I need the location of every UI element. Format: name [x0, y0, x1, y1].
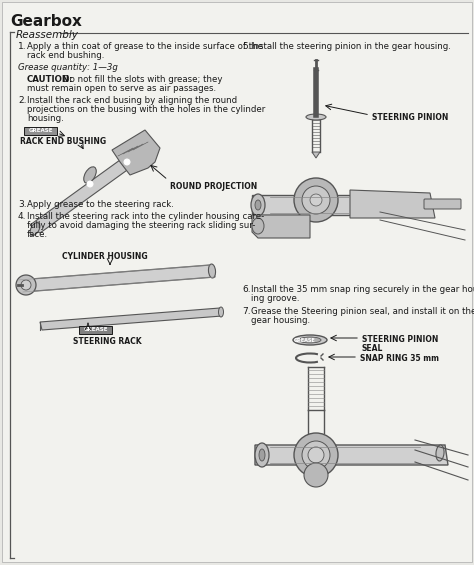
- Text: 3.: 3.: [18, 200, 27, 209]
- Text: Install the steering pinion in the gear housing.: Install the steering pinion in the gear …: [251, 42, 451, 51]
- Text: Grease quantity: 1—3g: Grease quantity: 1—3g: [18, 63, 118, 72]
- Text: gear housing.: gear housing.: [251, 316, 310, 325]
- Text: STEERING PINION: STEERING PINION: [372, 113, 448, 122]
- Text: 5.: 5.: [242, 42, 251, 51]
- Circle shape: [16, 275, 36, 295]
- Ellipse shape: [251, 194, 265, 216]
- Ellipse shape: [306, 114, 326, 120]
- Text: projections on the busing with the holes in the cylinder: projections on the busing with the holes…: [27, 105, 265, 114]
- Ellipse shape: [255, 200, 261, 210]
- Ellipse shape: [299, 337, 321, 343]
- Polygon shape: [40, 308, 222, 330]
- Polygon shape: [112, 130, 160, 175]
- Ellipse shape: [255, 443, 269, 467]
- Text: Reassembly: Reassembly: [16, 30, 79, 40]
- Text: 2.: 2.: [18, 96, 27, 105]
- Text: 4.: 4.: [18, 212, 27, 221]
- Text: fully to avoid damaging the steering rack sliding sur-: fully to avoid damaging the steering rac…: [27, 221, 255, 230]
- Text: 1.: 1.: [18, 42, 27, 51]
- Text: Install the 35 mm snap ring securely in the gear hous-: Install the 35 mm snap ring securely in …: [251, 285, 474, 294]
- Text: GREASE: GREASE: [294, 337, 316, 342]
- Text: Do not fill the slots with grease; they: Do not fill the slots with grease; they: [63, 75, 222, 84]
- Ellipse shape: [436, 445, 444, 461]
- Text: rack end bushing.: rack end bushing.: [27, 51, 104, 60]
- Ellipse shape: [252, 218, 264, 234]
- Text: Gearbox: Gearbox: [10, 14, 82, 29]
- Text: housing.: housing.: [27, 114, 64, 123]
- Text: 6.: 6.: [242, 285, 251, 294]
- Circle shape: [302, 441, 330, 469]
- Text: Install the rack end busing by aligning the round: Install the rack end busing by aligning …: [27, 96, 237, 105]
- Circle shape: [302, 186, 330, 214]
- FancyBboxPatch shape: [424, 199, 461, 209]
- Text: GREASE: GREASE: [29, 128, 53, 133]
- Text: must remain open to serve as air passages.: must remain open to serve as air passage…: [27, 84, 216, 93]
- Circle shape: [308, 447, 324, 463]
- Circle shape: [21, 280, 31, 290]
- Text: STEERING RACK: STEERING RACK: [73, 337, 142, 346]
- Text: Grease the Steering pinion seal, and install it on the: Grease the Steering pinion seal, and ins…: [251, 307, 474, 316]
- Circle shape: [87, 181, 93, 187]
- Text: GREASE: GREASE: [84, 327, 108, 332]
- Ellipse shape: [293, 335, 327, 345]
- Polygon shape: [252, 195, 415, 215]
- Ellipse shape: [209, 264, 216, 278]
- Text: Apply a thin coat of grease to the inside surface of the: Apply a thin coat of grease to the insid…: [27, 42, 263, 51]
- Text: ing groove.: ing groove.: [251, 294, 300, 303]
- Ellipse shape: [84, 167, 96, 183]
- Text: CYLINDER HOUSING: CYLINDER HOUSING: [62, 252, 148, 261]
- Text: face.: face.: [27, 230, 48, 239]
- Text: Apply grease to the steering rack.: Apply grease to the steering rack.: [27, 200, 174, 209]
- Ellipse shape: [30, 223, 40, 236]
- Polygon shape: [252, 215, 310, 238]
- Polygon shape: [30, 160, 130, 233]
- Circle shape: [310, 194, 322, 206]
- Text: RACK END BUSHING: RACK END BUSHING: [20, 137, 106, 146]
- Text: ROUND PROJECTION: ROUND PROJECTION: [170, 182, 257, 191]
- Circle shape: [124, 159, 130, 165]
- Ellipse shape: [259, 449, 265, 461]
- FancyBboxPatch shape: [25, 127, 57, 134]
- Circle shape: [294, 433, 338, 477]
- Text: Install the steering rack into the cylinder housing care-: Install the steering rack into the cylin…: [27, 212, 264, 221]
- Circle shape: [294, 178, 338, 222]
- Polygon shape: [255, 445, 448, 465]
- Text: SEAL: SEAL: [362, 344, 383, 353]
- FancyBboxPatch shape: [80, 325, 112, 333]
- Text: STEERING PINION: STEERING PINION: [362, 335, 438, 344]
- Text: SNAP RING 35 mm: SNAP RING 35 mm: [360, 354, 439, 363]
- Text: 7.: 7.: [242, 307, 251, 316]
- Polygon shape: [18, 265, 215, 292]
- Circle shape: [304, 463, 328, 487]
- Ellipse shape: [219, 307, 224, 317]
- Polygon shape: [312, 152, 320, 158]
- Polygon shape: [350, 190, 435, 218]
- Text: CAUTION:: CAUTION:: [27, 75, 73, 84]
